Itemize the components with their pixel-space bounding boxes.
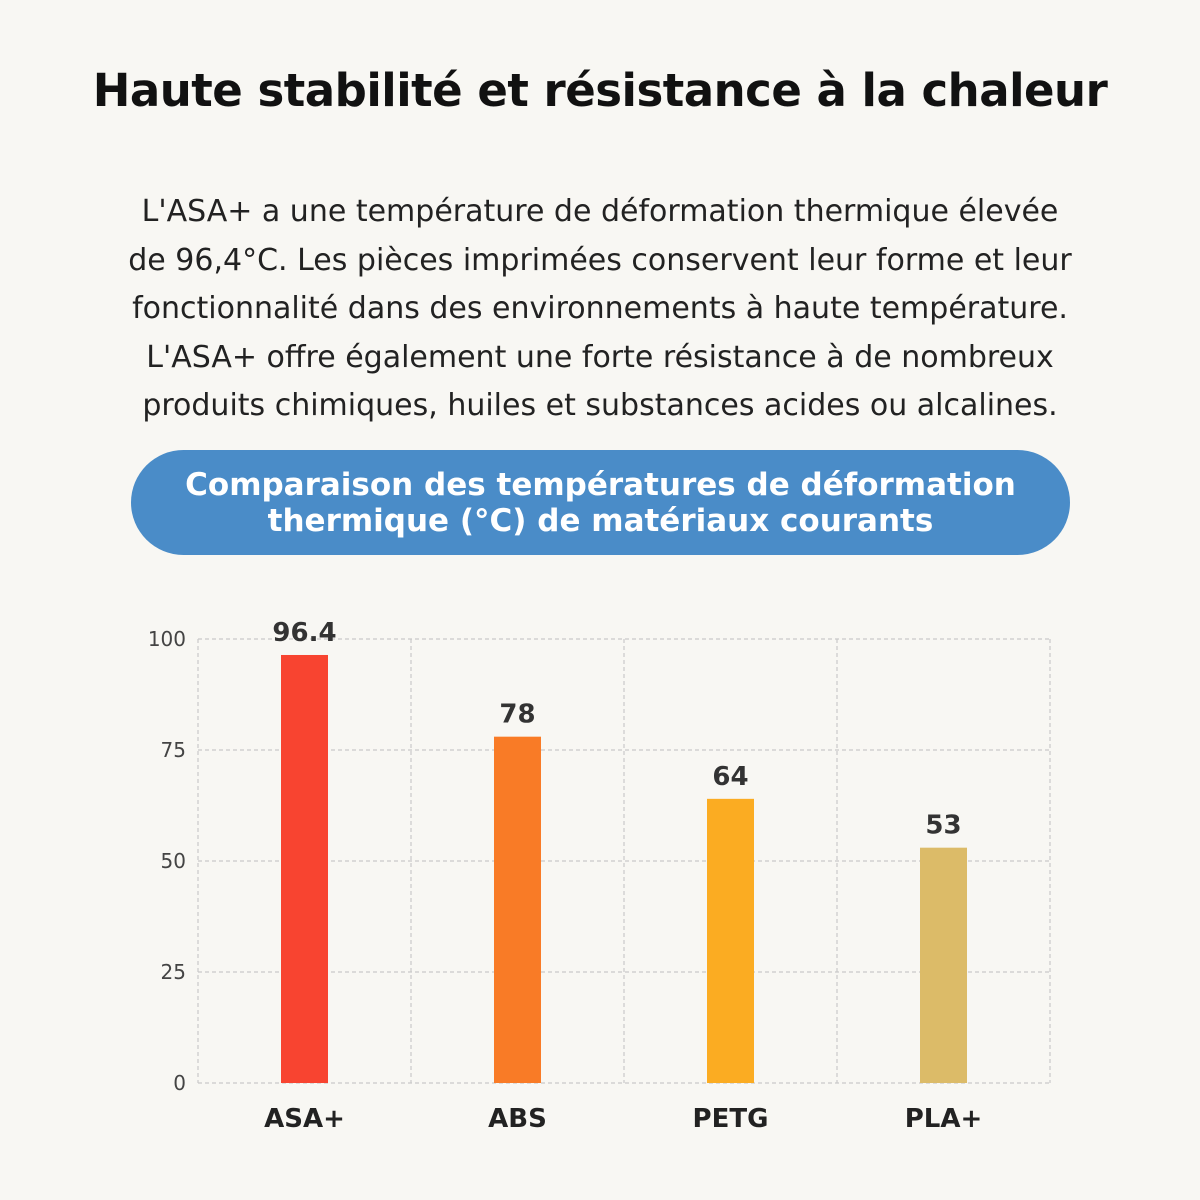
description-line: fonctionnalité dans des environnements à… [132, 291, 1068, 326]
x-category-label: ASA+ [264, 1104, 345, 1134]
bar-plaplus [920, 847, 967, 1083]
bar-value-label: 78 [499, 700, 535, 730]
bar-value-label: 64 [712, 762, 748, 792]
y-tick-label: 100 [148, 627, 186, 651]
description-line: produits chimiques, huiles et substances… [142, 388, 1058, 423]
y-tick-label: 75 [161, 738, 186, 762]
description-line: L'ASA+ a une température de déformation … [141, 194, 1059, 229]
chart-title-line: thermique (°C) de matériaux courants [267, 502, 934, 539]
bar-value-label: 53 [925, 811, 961, 841]
x-category-label: ABS [488, 1104, 547, 1134]
x-category-label: PLA+ [905, 1104, 983, 1134]
description-paragraph: L'ASA+ a une température de déformation … [60, 188, 1140, 431]
bar-chart: 0 25 50 75 100 96.4 ASA+ 78 ABS 64 PETG 53 PLA+ [0, 600, 1200, 1160]
bar-abs [494, 736, 541, 1083]
bar-petg [707, 798, 754, 1083]
x-category-label: PETG [693, 1104, 769, 1134]
bar-asaplus [281, 654, 328, 1083]
description-line: de 96,4°C. Les pièces imprimées conserve… [128, 242, 1072, 278]
y-tick-label: 25 [161, 960, 186, 984]
chart-title-banner: Comparaison des températures de déformat… [131, 450, 1070, 555]
y-tick-label: 50 [161, 849, 186, 873]
chart-title-line: Comparaison des températures de déformat… [185, 466, 1016, 503]
y-tick-label: 0 [173, 1071, 186, 1095]
page-title: Haute stabilité et résistance à la chale… [92, 64, 1108, 117]
bar-chart-svg: 0 25 50 75 100 96.4 ASA+ 78 ABS 64 PETG 53 PLA+ [148, 618, 1051, 1134]
bar-value-label: 96.4 [272, 618, 336, 648]
description-line: L'ASA+ offre également une forte résista… [146, 339, 1054, 375]
